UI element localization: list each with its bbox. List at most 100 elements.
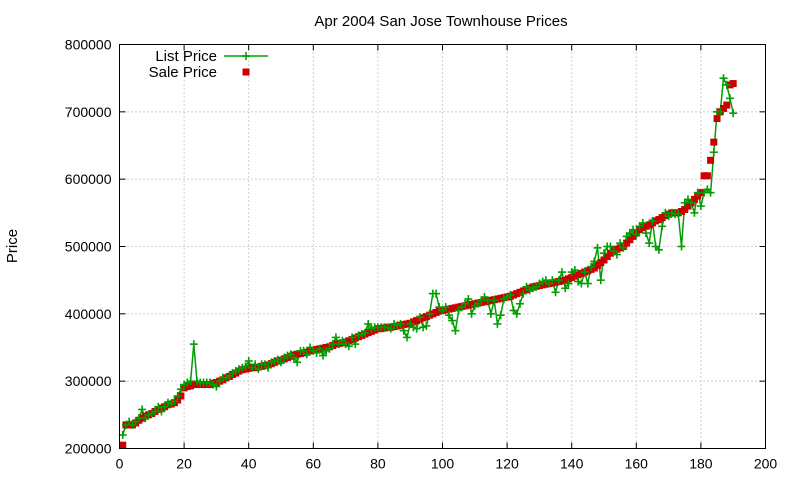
sale-price-point	[707, 156, 715, 164]
list-price-point	[606, 242, 615, 251]
list-price-point	[331, 333, 340, 342]
list-price-point	[580, 268, 589, 277]
list-price-point	[425, 309, 434, 318]
legend-label-list-price: List Price	[155, 48, 217, 65]
list-price-point	[587, 262, 596, 271]
list-price-point	[596, 276, 605, 285]
list-price-point	[493, 319, 502, 328]
list-price-point	[725, 94, 734, 103]
sale-price-point	[729, 80, 737, 88]
list-price-point	[696, 202, 705, 211]
list-price-point	[412, 324, 421, 333]
list-price-point	[448, 316, 457, 325]
list-price-point	[318, 351, 327, 360]
list-price-point	[467, 309, 476, 318]
list-price-point	[396, 319, 405, 328]
list-price-point	[570, 266, 579, 275]
list-price-point	[638, 218, 647, 227]
x-tick-label: 100	[431, 456, 455, 472]
sale-price-point	[174, 396, 182, 404]
list-price-point	[325, 344, 334, 353]
list-price-point	[432, 289, 441, 298]
list-price-point	[648, 216, 657, 225]
list-price-point	[729, 109, 738, 118]
x-tick-label: 140	[560, 456, 584, 472]
list-price-point	[564, 279, 573, 288]
list-price-point	[170, 397, 179, 406]
y-tick-label: 200000	[65, 441, 112, 457]
plot-data	[118, 74, 738, 449]
chart-title: Apr 2004 San Jose Townhouse Prices	[314, 13, 567, 30]
list-price-point	[619, 243, 628, 252]
y-tick-label: 400000	[65, 306, 112, 322]
list-price-point	[632, 230, 641, 239]
list-price-point	[486, 309, 495, 318]
list-price-point	[244, 356, 253, 365]
x-tick-label: 0	[116, 456, 124, 472]
list-price-point	[264, 363, 273, 372]
list-price-point	[277, 358, 285, 367]
list-price-point	[722, 80, 731, 89]
list-price-point	[402, 333, 411, 342]
x-tick-label: 20	[176, 456, 192, 472]
legend-label-sale-price: Sale Price	[149, 64, 217, 81]
list-price-point	[519, 289, 528, 298]
list-price-point	[461, 299, 470, 308]
x-tick-label: 120	[495, 456, 519, 472]
list-price-point	[490, 296, 499, 305]
list-price-point	[364, 319, 373, 328]
list-price-point	[641, 229, 650, 238]
list-price-point	[645, 239, 654, 248]
list-price-point	[415, 313, 424, 322]
list-price-point	[558, 268, 567, 277]
list-price-point	[516, 299, 525, 308]
list-price-point	[590, 257, 599, 266]
list-price-point	[451, 326, 460, 335]
y-tick-label: 600000	[65, 171, 112, 187]
x-tick-label: 60	[306, 456, 322, 472]
sale-price-point	[713, 115, 721, 123]
list-price-point	[706, 188, 715, 197]
list-price-point	[173, 391, 182, 400]
list-price-point	[189, 340, 198, 349]
list-price-point	[512, 309, 521, 318]
list-price-point	[241, 362, 250, 371]
list-price-point	[654, 245, 663, 254]
list-price-point	[302, 350, 311, 359]
legend-marker-sale-price	[242, 68, 250, 76]
list-price-point	[254, 365, 263, 374]
list-price-point	[506, 290, 515, 299]
list-price-point	[176, 385, 185, 394]
sale-price-point	[119, 441, 127, 449]
y-tick-label: 300000	[65, 373, 112, 389]
list-price-point	[160, 402, 169, 411]
list-price-point	[658, 222, 667, 231]
list-price-point	[441, 303, 450, 312]
list-price-point	[496, 311, 505, 320]
list-price-point	[118, 431, 127, 440]
sale-price-point	[710, 138, 718, 146]
list-price-point	[348, 333, 357, 342]
x-tick-label: 80	[370, 456, 386, 472]
list-price-point	[138, 405, 147, 414]
list-price-point	[444, 311, 453, 320]
list-price-point	[600, 249, 608, 258]
list-price-point	[690, 208, 699, 217]
axis-ticks: 0 20 40 60 80 100 120 140 160 180 200 200000 300000 4…	[65, 37, 778, 472]
list-price-point	[312, 348, 321, 357]
sale-price-point	[703, 172, 711, 180]
list-price-point	[677, 242, 686, 251]
list-price-point	[293, 358, 302, 367]
y-tick-label: 500000	[65, 239, 112, 255]
list-price-point	[212, 382, 221, 391]
list-price-point	[351, 340, 360, 349]
list-price-point	[709, 148, 718, 157]
list-price-point	[674, 210, 683, 219]
list-price-point	[687, 198, 696, 207]
list-price-point	[422, 321, 431, 330]
list-price-point	[315, 344, 324, 353]
list-price-point	[616, 239, 625, 248]
list-price-point	[289, 353, 298, 362]
